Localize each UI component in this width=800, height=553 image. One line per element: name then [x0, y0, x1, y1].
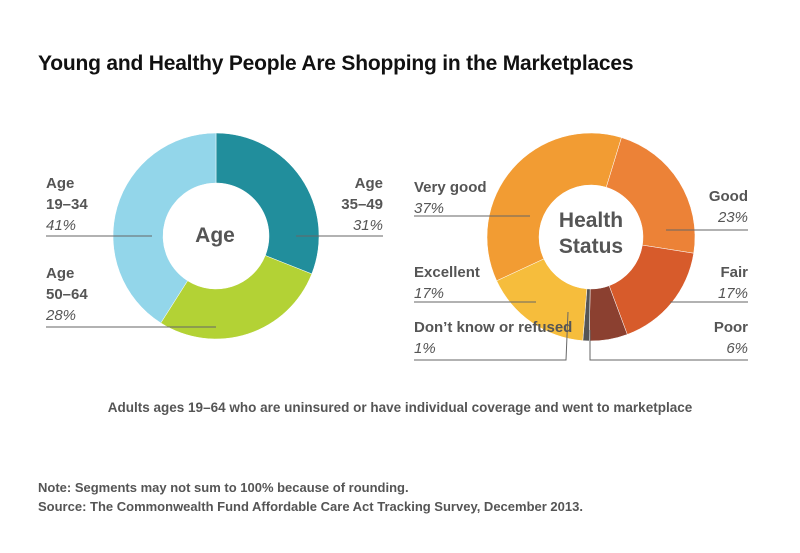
slice-name-line: Age	[354, 175, 383, 192]
age-donut	[112, 132, 320, 340]
slice-name-line: 50–64	[46, 286, 88, 303]
source-text: Source: The Commonwealth Fund Affordable…	[38, 499, 583, 514]
slice-name-line: 19–34	[46, 196, 88, 213]
label-age-50-64: Age 50–64 28%	[46, 263, 88, 326]
slice-age-35-49	[215, 132, 320, 275]
slice-value: 6%	[726, 340, 748, 357]
chart-caption: Adults ages 19–64 who are uninsured or h…	[107, 400, 693, 415]
leader-line-dont-know	[414, 311, 569, 361]
slice-name: Poor	[713, 319, 748, 336]
slice-name: Good	[708, 188, 748, 205]
slice-value: 28%	[46, 307, 77, 324]
slice-name: Fair	[720, 264, 748, 281]
note-text: Note: Segments may not sum to 100% becau…	[38, 480, 409, 495]
slice-value: 23%	[717, 209, 748, 226]
leader-line-poor	[589, 330, 748, 361]
slice-value: 17%	[414, 285, 445, 302]
slice-good	[605, 137, 696, 254]
leader-lines	[46, 215, 748, 361]
slice-name-line: Age	[46, 265, 75, 282]
health-status-donut	[486, 132, 696, 342]
slice-value: 37%	[414, 200, 445, 217]
label-excellent: Excellent 17%	[414, 262, 480, 304]
center-line: Status	[558, 235, 624, 258]
slice-age-50-64	[160, 255, 313, 340]
slice-very-good	[486, 132, 622, 282]
health-center-label: Health Status	[551, 208, 631, 260]
slice-name: Excellent	[414, 264, 480, 281]
slice-age-19-34	[112, 132, 217, 324]
label-very-good: Very good 37%	[414, 177, 487, 219]
slice-name-line: Age	[46, 175, 75, 192]
label-good: Good 23%	[648, 186, 748, 228]
age-center-label: Age	[195, 224, 235, 247]
chart-title: Young and Healthy People Are Shopping in…	[38, 52, 634, 75]
label-dont-know: Don’t know or refused 1%	[414, 317, 572, 359]
label-poor: Poor 6%	[648, 317, 748, 359]
slice-name-line: 35–49	[341, 196, 383, 213]
slice-name: Very good	[414, 179, 487, 196]
slice-name: Don’t know or refused	[414, 319, 573, 336]
slice-value: 41%	[46, 217, 77, 234]
label-fair: Fair 17%	[648, 262, 748, 304]
slice-value: 17%	[717, 285, 748, 302]
center-line: Health	[558, 209, 624, 232]
slice-value: 1%	[414, 340, 436, 357]
label-age-19-34: Age 19–34 41%	[46, 173, 88, 236]
slice-value: 31%	[352, 217, 383, 234]
label-age-35-49: Age 35–49 31%	[300, 173, 383, 236]
